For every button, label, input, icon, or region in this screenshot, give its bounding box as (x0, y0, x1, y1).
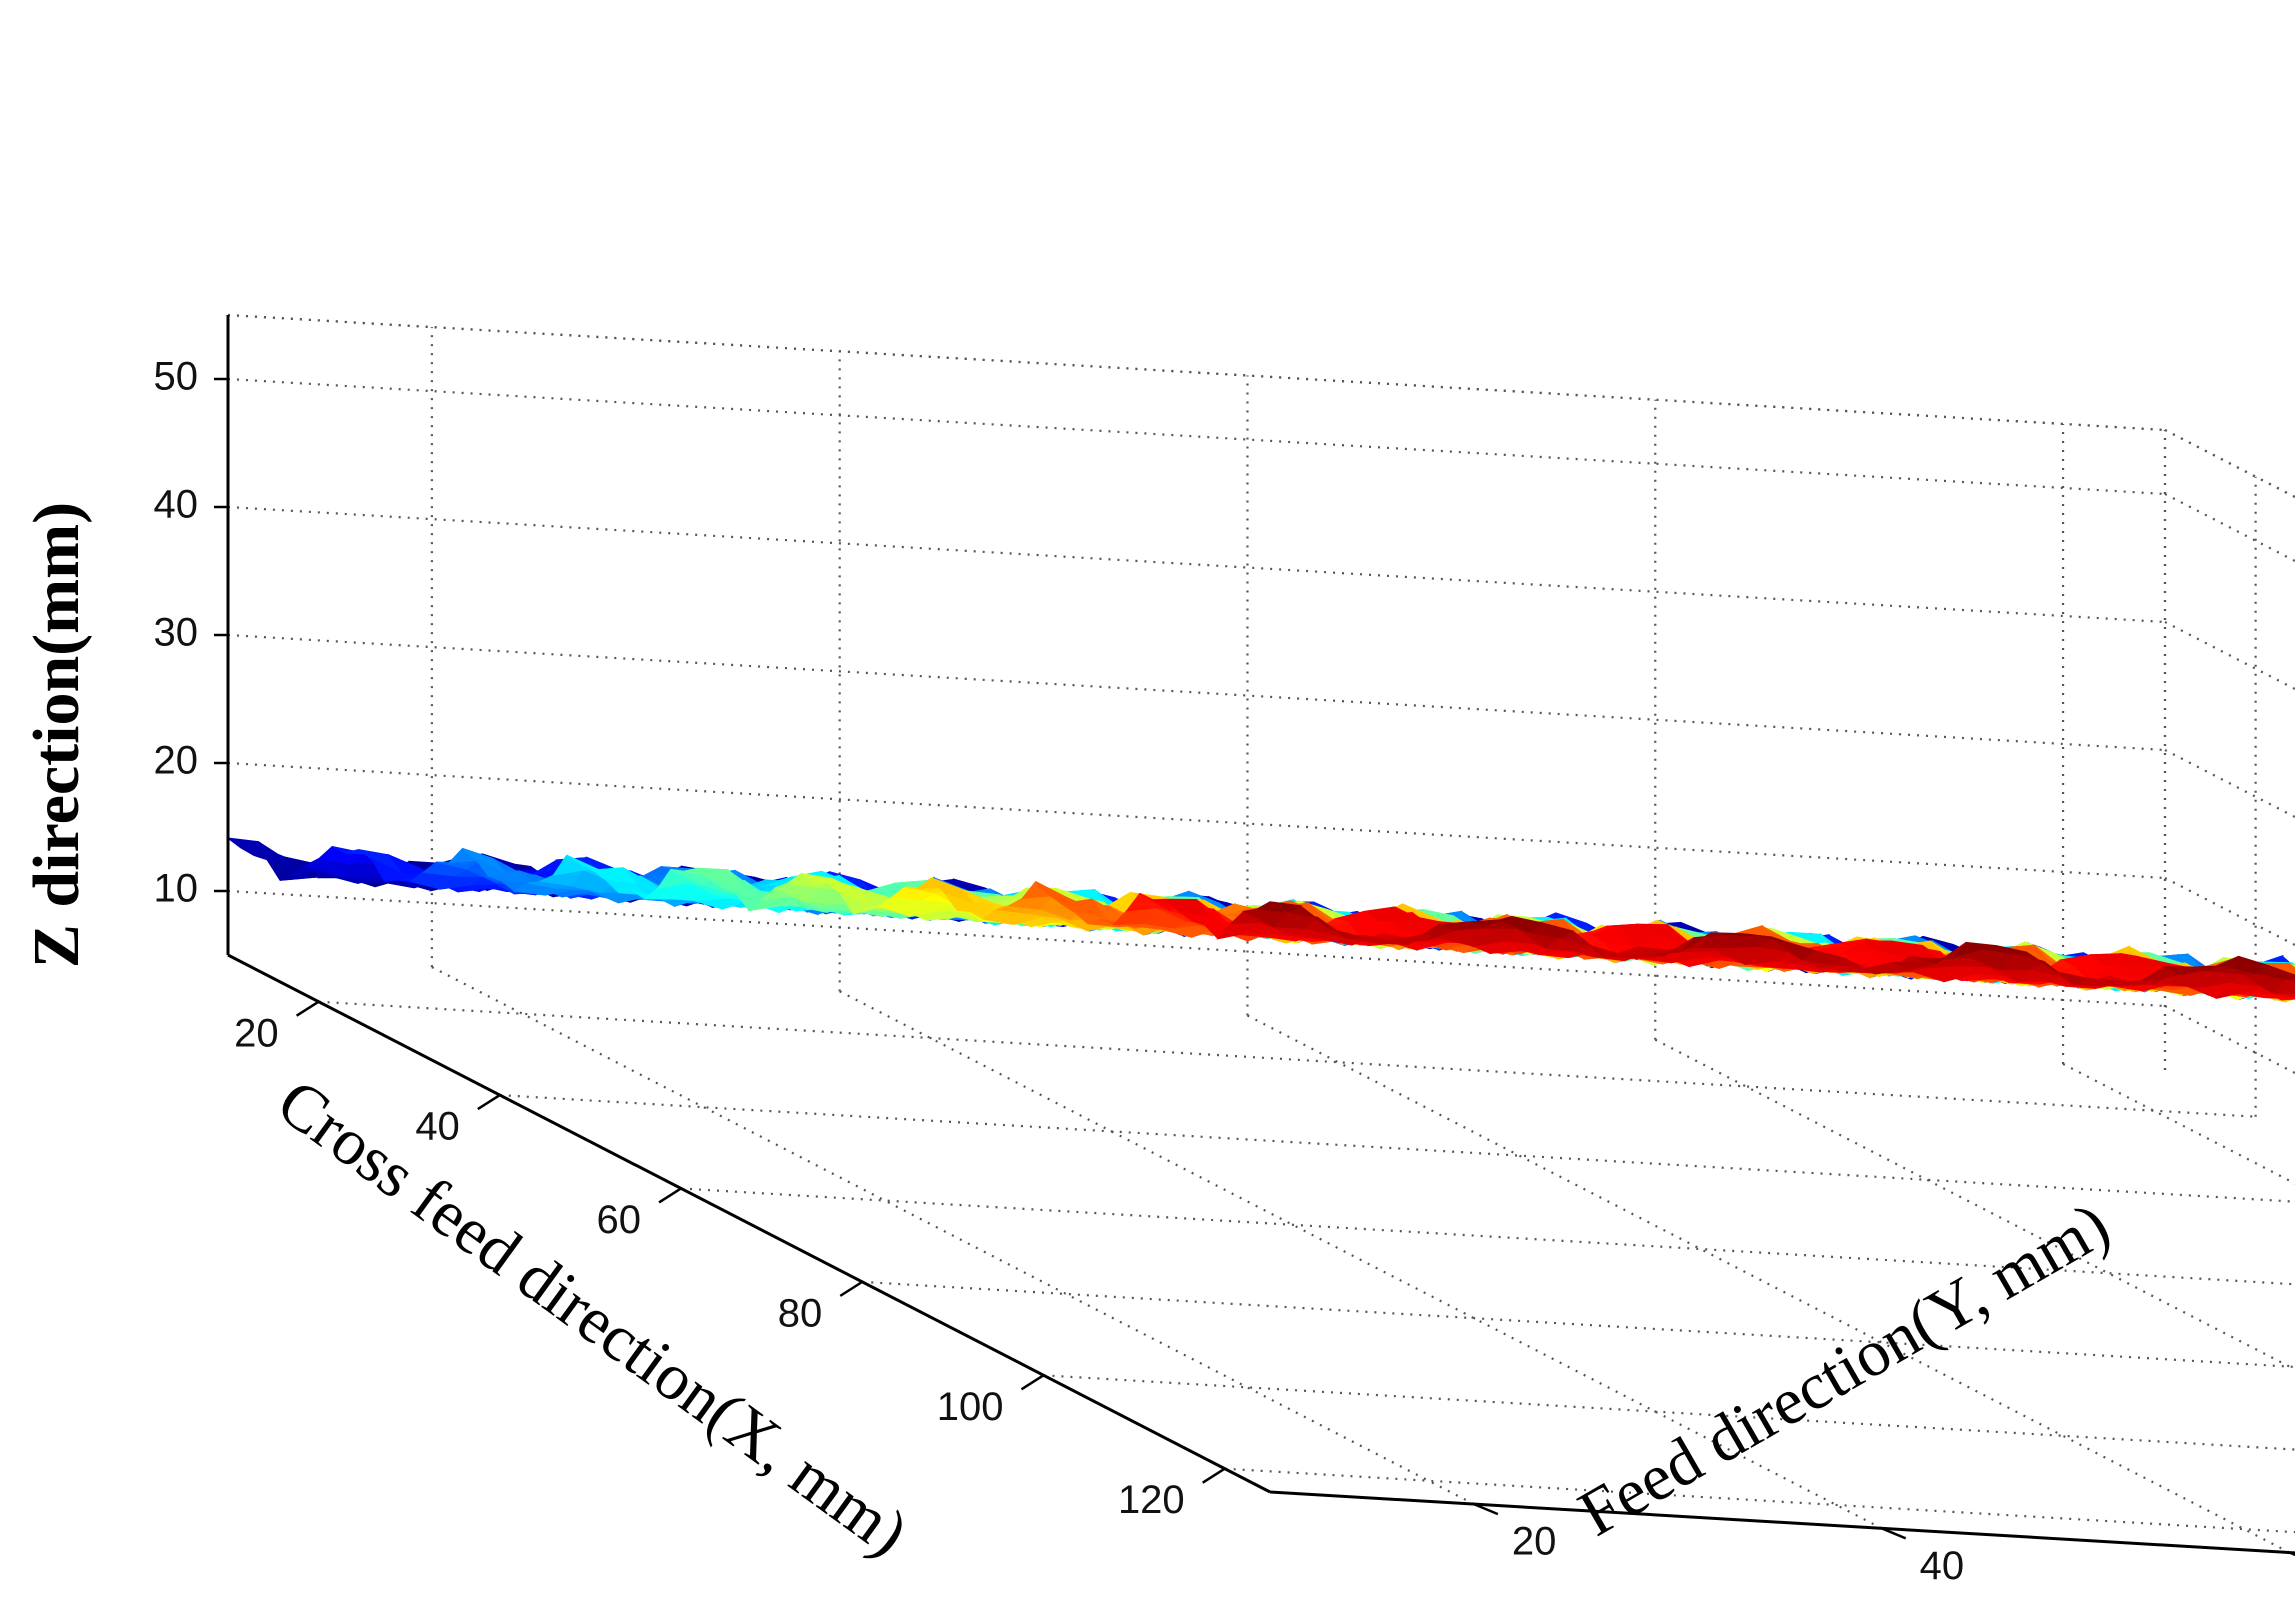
grid-line (227, 505, 2166, 624)
grid-line (862, 1280, 2295, 1369)
grid-lines (226, 313, 2295, 1554)
grid-line (839, 990, 1883, 1530)
grid-line (2164, 749, 2295, 819)
grid-line (2164, 493, 2295, 563)
grid-line (227, 377, 2166, 496)
grid-line (227, 313, 2166, 432)
grid-line (431, 966, 1475, 1506)
grid-line (2164, 1005, 2295, 1075)
grid-line (499, 1093, 2295, 1203)
grid-line (227, 313, 2166, 432)
grid-line (1654, 1038, 2295, 1371)
grid-line (1224, 1467, 2295, 1534)
surface-mesh (225, 837, 2295, 1003)
grid-line (227, 761, 2166, 880)
grid-line (2164, 621, 2295, 691)
grid-line (1246, 1014, 2290, 1554)
grid-line (2164, 429, 2295, 499)
grid-line (2164, 429, 2295, 499)
grid-line (227, 633, 2166, 752)
